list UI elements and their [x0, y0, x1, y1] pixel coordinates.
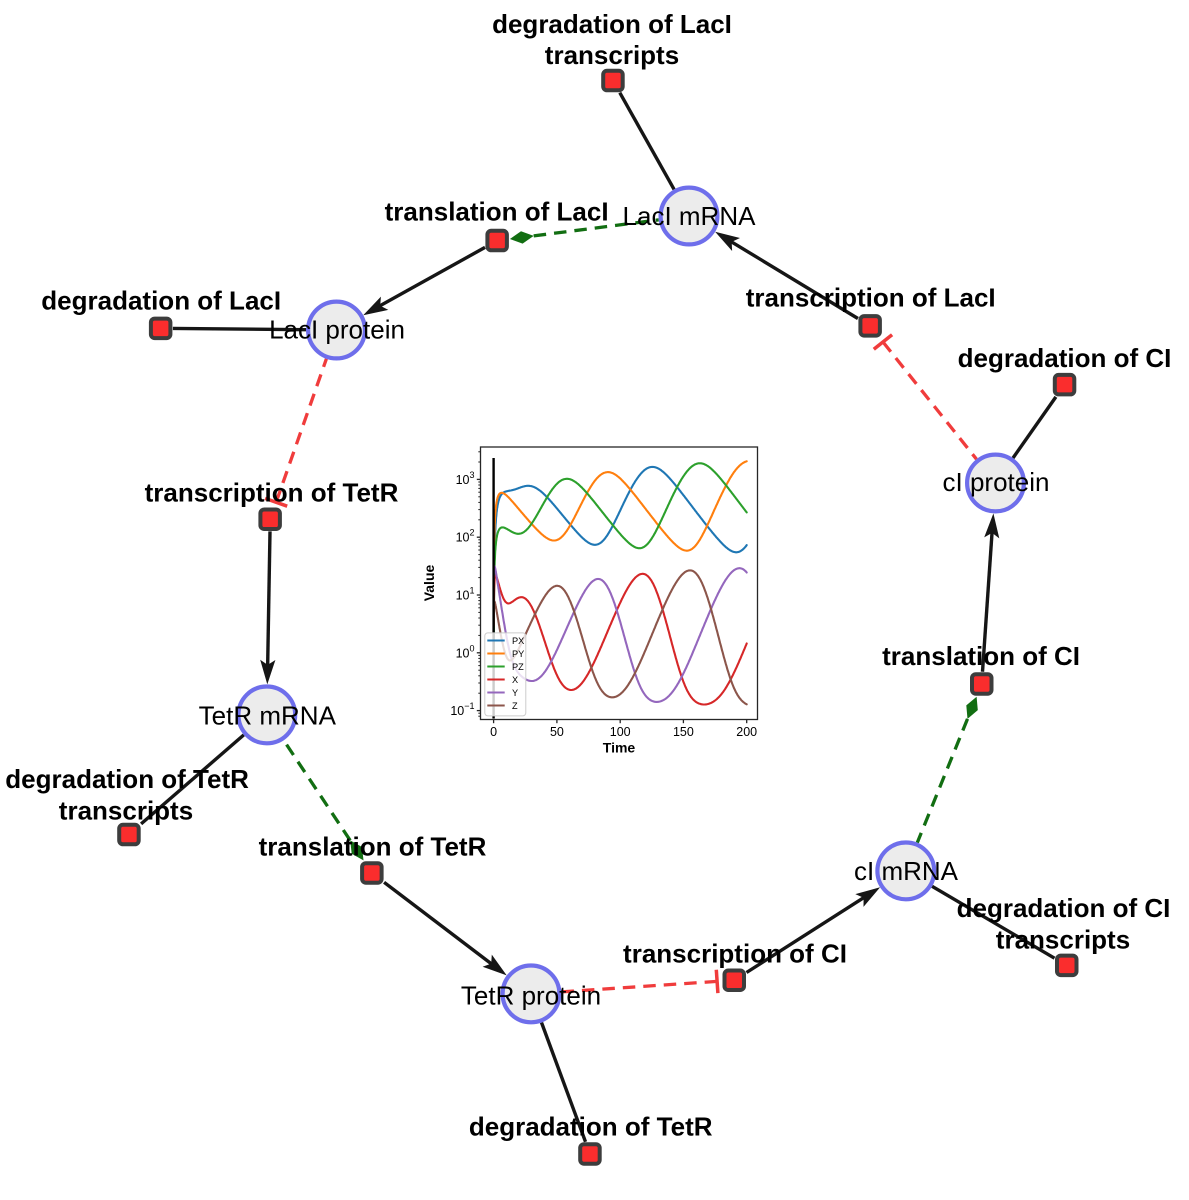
svg-text:101: 101 [456, 586, 475, 603]
svg-text:103: 103 [456, 470, 475, 487]
svg-text:100: 100 [610, 725, 631, 739]
svg-text:translation of LacI: translation of LacI [385, 197, 609, 227]
svg-text:TetR mRNA: TetR mRNA [199, 701, 337, 731]
svg-text:transcripts: transcripts [996, 925, 1130, 955]
svg-text:X: X [512, 675, 518, 685]
svg-text:transcription of CI: transcription of CI [623, 939, 847, 969]
svg-text:Z: Z [512, 701, 518, 711]
svg-text:LacI protein: LacI protein [269, 314, 405, 344]
svg-text:PX: PX [512, 636, 524, 646]
svg-text:degradation of TetR: degradation of TetR [5, 764, 249, 794]
svg-text:LacI mRNA: LacI mRNA [623, 201, 757, 231]
svg-text:Y: Y [512, 688, 518, 698]
svg-text:Time: Time [603, 740, 636, 756]
svg-text:transcripts: transcripts [545, 40, 679, 70]
svg-text:150: 150 [673, 725, 694, 739]
svg-text:transcription of LacI: transcription of LacI [746, 283, 996, 313]
svg-text:degradation of TetR: degradation of TetR [469, 1111, 713, 1141]
svg-text:degradation of LacI: degradation of LacI [41, 285, 281, 315]
svg-text:100: 100 [456, 643, 475, 660]
svg-text:200: 200 [736, 725, 757, 739]
svg-text:0: 0 [490, 725, 497, 739]
svg-text:Value: Value [421, 565, 437, 602]
svg-text:translation of CI: translation of CI [882, 641, 1080, 671]
svg-text:degradation of CI: degradation of CI [958, 343, 1172, 373]
svg-text:cI mRNA: cI mRNA [854, 856, 959, 886]
svg-text:cI protein: cI protein [943, 467, 1050, 497]
svg-text:PZ: PZ [512, 662, 524, 672]
svg-text:102: 102 [456, 528, 475, 545]
svg-text:TetR protein: TetR protein [461, 981, 601, 1011]
svg-text:transcripts: transcripts [59, 796, 193, 826]
svg-text:degradation of LacI: degradation of LacI [492, 9, 732, 39]
svg-text:PY: PY [512, 649, 524, 659]
svg-text:10−1: 10−1 [450, 701, 474, 718]
svg-text:50: 50 [550, 725, 564, 739]
svg-text:translation of TetR: translation of TetR [259, 831, 487, 861]
svg-text:degradation of CI: degradation of CI [957, 893, 1171, 923]
svg-text:transcription of TetR: transcription of TetR [145, 478, 399, 508]
